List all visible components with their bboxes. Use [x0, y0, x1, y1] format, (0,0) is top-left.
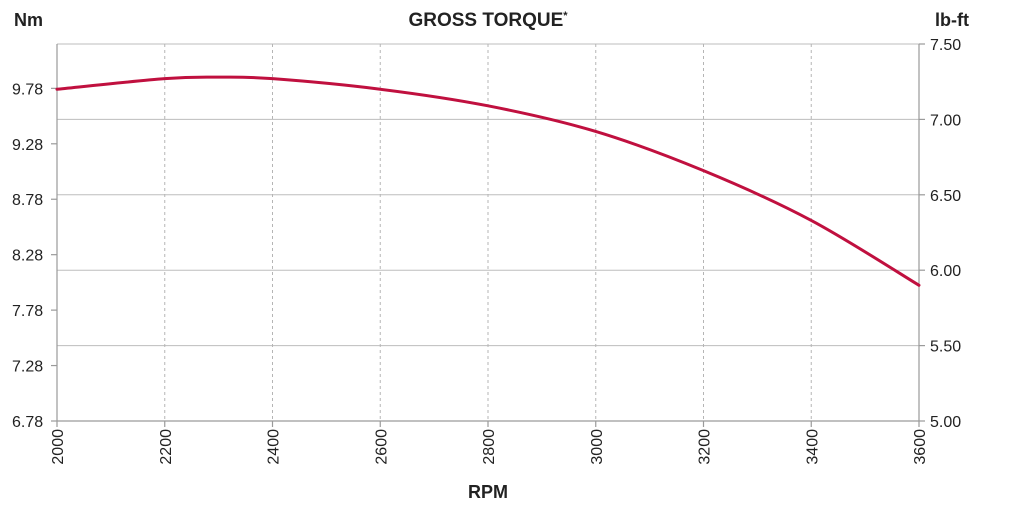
- x-tick-label: 2200: [158, 429, 175, 465]
- x-tick-label: 3600: [912, 429, 929, 465]
- y-left-tick-label: 7.78: [12, 303, 43, 320]
- y-left-unit-label: Nm: [14, 10, 43, 30]
- y-left-tick-label: 9.28: [12, 137, 43, 154]
- x-tick-label: 2800: [481, 429, 498, 465]
- y-left-tick-label: 9.78: [12, 81, 43, 98]
- y-left-tick-label: 8.28: [12, 248, 43, 265]
- y-right-tick-label: 6.50: [930, 188, 961, 205]
- y-left-tick-label: 6.78: [12, 414, 43, 431]
- x-tick-label: 2600: [373, 429, 390, 465]
- label-layer: GROSS TORQUE* Nm lb-ft RPM: [14, 10, 969, 502]
- y-right-unit-label: lb-ft: [935, 10, 969, 30]
- x-tick-label: 2400: [266, 429, 283, 465]
- x-axis-label: RPM: [468, 482, 508, 502]
- y-left-tick-label: 7.28: [12, 359, 43, 376]
- y-left-tick-label: 8.78: [12, 192, 43, 209]
- y-right-tick-label: 5.00: [930, 414, 961, 431]
- series-layer: [55, 75, 921, 287]
- chart-title: GROSS TORQUE*: [408, 10, 568, 31]
- x-tick-label: 2000: [50, 429, 67, 465]
- axis-layer: 6.78 7.28 7.78 8.28 8.78 9.28 9.78 5.00 5.50 6.00…: [12, 37, 961, 465]
- chart-title-text: GROSS TORQUE: [408, 10, 563, 31]
- grid-layer: [57, 43, 919, 422]
- x-tick-label: 3000: [589, 429, 606, 465]
- torque-series-line: [55, 75, 921, 287]
- y-right-tick-label: 5.50: [930, 339, 961, 356]
- x-tick-label: 3200: [697, 429, 714, 465]
- y-right-tick-label: 7.50: [930, 37, 961, 54]
- y-right-tick-label: 7.00: [930, 112, 961, 129]
- y-right-tick-label: 6.00: [930, 263, 961, 280]
- chart-title-mark: *: [563, 10, 568, 22]
- x-tick-label: 3400: [804, 429, 821, 465]
